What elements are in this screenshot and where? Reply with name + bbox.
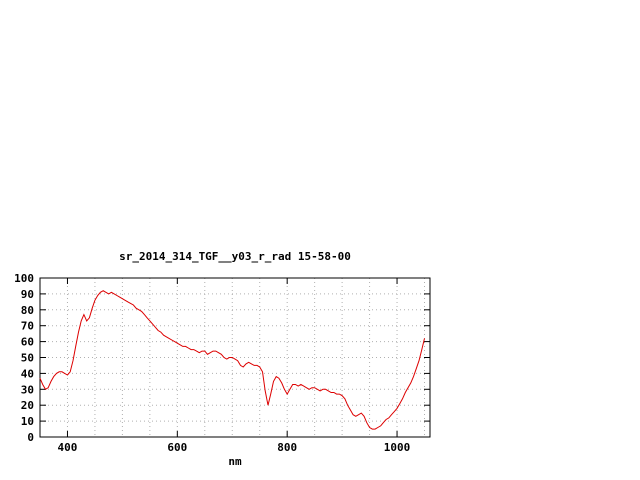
tick-labels: 400 600 800 1000 0 10 20 30 40 50 60 70 80 90 100 [14,272,410,454]
y-tick-label: 50 [21,352,34,365]
y-tick-label: 70 [21,320,34,333]
x-tick-label: 800 [277,441,297,454]
y-tick-label: 80 [21,304,34,317]
x-tick-label: 400 [58,441,78,454]
y-tick-label: 20 [21,399,34,412]
x-axis-label: nm [228,455,242,468]
x-tick-label: 600 [167,441,187,454]
y-tick-label: 0 [27,431,34,444]
y-tick-label: 30 [21,383,34,396]
x-tick-label: 1000 [384,441,411,454]
y-tick-label: 60 [21,336,34,349]
plot-grid [40,278,430,437]
y-tick-label: 90 [21,288,34,301]
plot-frame [39,277,431,438]
spectrum-line [39,290,425,430]
y-tick-label: 10 [21,415,34,428]
y-tick-label: 100 [14,272,34,285]
y-tick-label: 40 [21,367,34,380]
chart-title: sr_2014_314_TGF__y03_r_rad 15-58-00 [119,250,351,263]
